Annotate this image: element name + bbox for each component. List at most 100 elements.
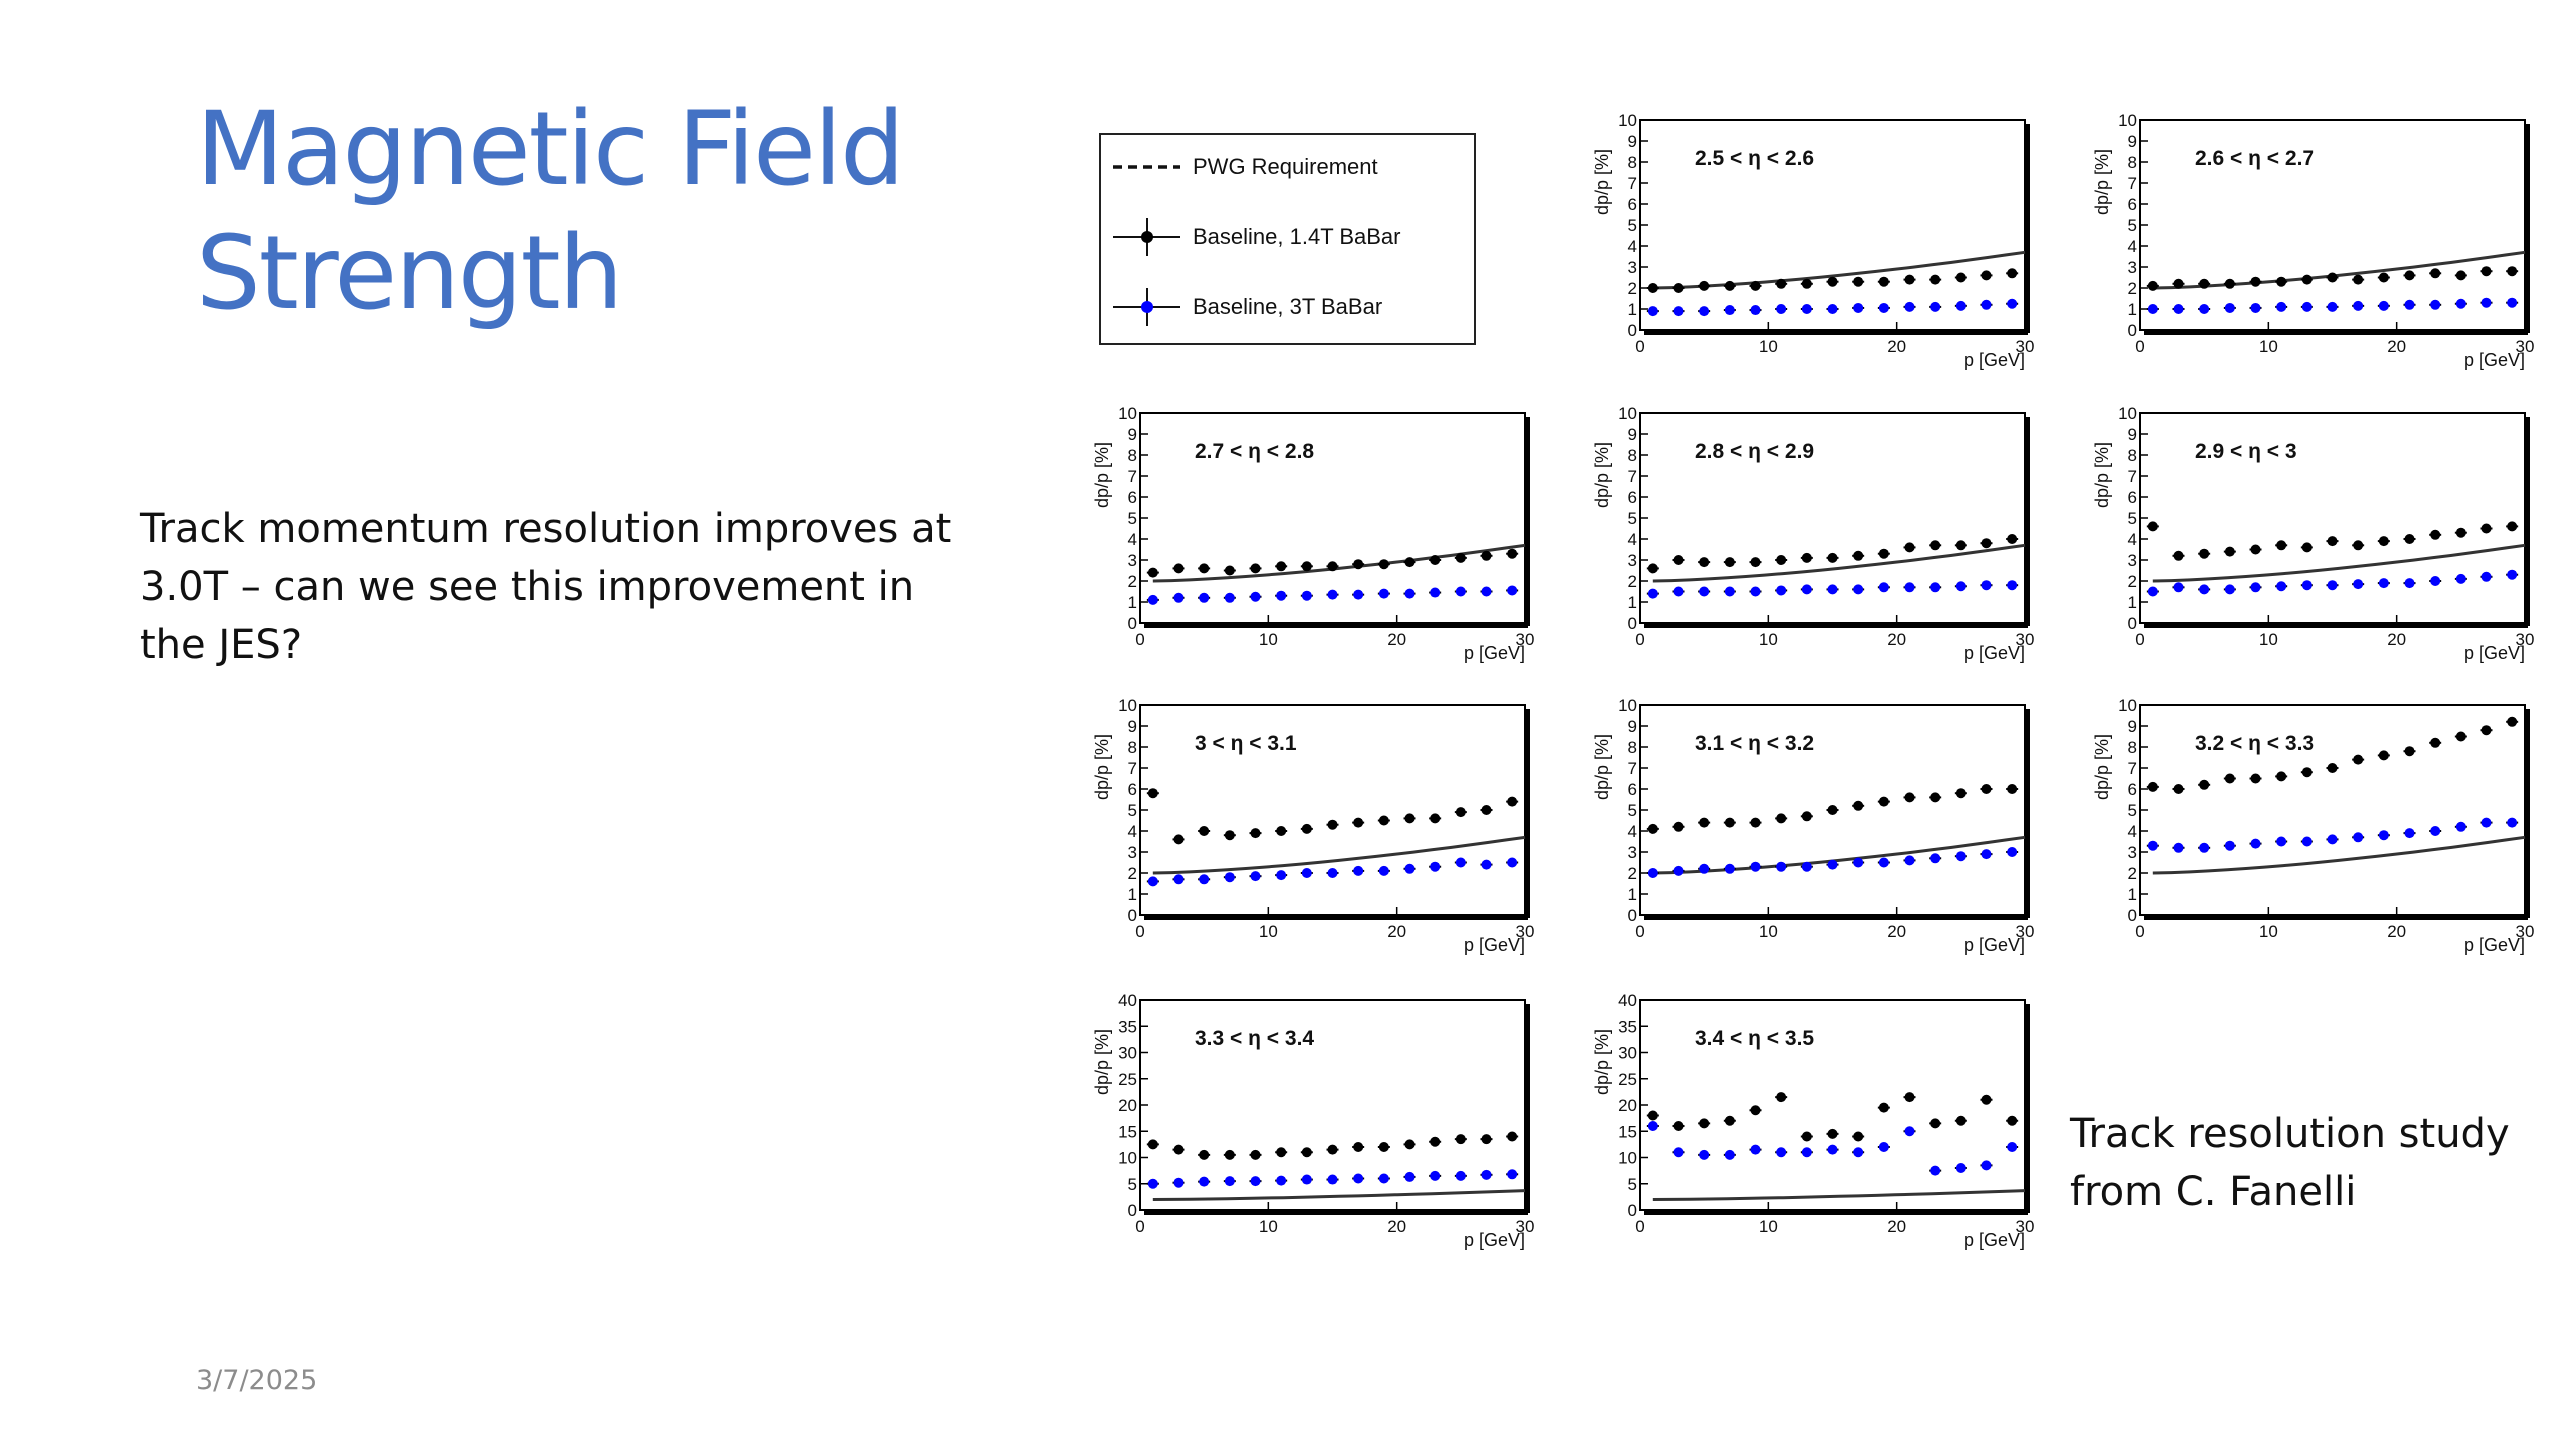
- data-point: [1955, 1163, 1966, 1173]
- data-point: [1955, 540, 1966, 551]
- data-point: [1507, 1131, 1518, 1142]
- data-point: [1301, 868, 1312, 878]
- data-point: [1507, 1169, 1518, 1180]
- y-tick-label: 5: [1628, 216, 1637, 235]
- y-tick-label: 4: [1128, 822, 1137, 841]
- y-tick-label: 3: [1628, 843, 1637, 862]
- requirement-curve: [2152, 835, 2526, 875]
- data-point: [1981, 784, 1992, 794]
- y-tick-label: 7: [1628, 174, 1637, 193]
- data-point: [1250, 1149, 1261, 1160]
- data-point: [1750, 817, 1761, 828]
- data-point: [1853, 1131, 1864, 1142]
- data-point: [1481, 1134, 1492, 1145]
- data-point: [2173, 550, 2184, 561]
- data-point: [1647, 588, 1658, 599]
- data-point: [1930, 853, 1941, 864]
- x-tick-label: 20: [1887, 922, 1906, 941]
- data-point: [1147, 594, 1158, 605]
- y-tick-label: 1: [1128, 593, 1137, 612]
- y-tick-label: 30: [1618, 1044, 1637, 1063]
- data-point: [1801, 811, 1812, 822]
- data-point: [1250, 828, 1261, 839]
- data-point: [2173, 842, 2184, 853]
- y-tick-label: 10: [1118, 1149, 1137, 1168]
- data-point: [1147, 876, 1158, 887]
- data-point: [2147, 521, 2158, 532]
- data-point: [2007, 298, 2018, 309]
- data-point: [1276, 1175, 1287, 1186]
- data-point: [1147, 567, 1158, 578]
- data-point: [1404, 557, 1415, 568]
- y-tick-label: 1: [2128, 300, 2137, 319]
- data-point: [1430, 861, 1441, 872]
- data-point: [2378, 830, 2389, 841]
- data-point: [1904, 1126, 1915, 1137]
- data-point: [2327, 536, 2338, 547]
- data-point: [1276, 1147, 1287, 1158]
- x-axis-label: p [GeV]: [2464, 935, 2525, 955]
- data-point: [1776, 813, 1787, 824]
- data-point: [2327, 763, 2338, 773]
- data-point: [1878, 582, 1889, 593]
- data-point: [1224, 592, 1235, 603]
- data-point: [1801, 552, 1812, 563]
- data-point: [1404, 588, 1415, 599]
- x-tick-label: 20: [2387, 922, 2406, 941]
- data-point: [1981, 849, 1992, 860]
- data-point: [2455, 731, 2466, 742]
- slide-title-line-1: Magnetic Field: [196, 90, 905, 209]
- data-point: [1173, 563, 1184, 574]
- legend-black-marker: [1141, 231, 1153, 243]
- panel-title: 3 < η < 3.1: [1195, 732, 1297, 755]
- y-tick-label: 9: [2128, 425, 2137, 444]
- y-tick-label: 9: [2128, 132, 2137, 151]
- data-point: [1404, 1139, 1415, 1150]
- slide-title-line-2: Strength: [196, 214, 623, 333]
- data-point: [2430, 268, 2441, 279]
- data-point: [2301, 836, 2312, 847]
- data-point: [1673, 1121, 1684, 1131]
- data-point: [2378, 536, 2389, 547]
- data-point: [2404, 746, 2415, 757]
- y-tick-label: 20: [1618, 1096, 1637, 1115]
- data-point: [2276, 771, 2287, 782]
- data-point: [1750, 1144, 1761, 1155]
- series-3T: [1646, 1121, 2019, 1176]
- data-point: [1507, 548, 1518, 559]
- chart-panel-5: 0 1 2 3 4 5 6 7 8 9 10 0 10 20 30p [GeV] dp/p [%] 2.9 < …: [2092, 404, 2534, 663]
- data-point: [2301, 274, 2312, 285]
- data-point: [2481, 523, 2492, 534]
- data-point: [1878, 276, 1889, 287]
- y-tick-label: 8: [1628, 153, 1637, 172]
- data-point: [1481, 550, 1492, 561]
- x-axis-label: p [GeV]: [1964, 643, 2025, 663]
- x-tick-label: 10: [1259, 630, 1278, 649]
- data-point: [2147, 304, 2158, 314]
- requirement-curve: [1652, 1189, 2026, 1201]
- data-point: [1904, 855, 1915, 866]
- data-point: [2430, 826, 2441, 836]
- data-point: [1276, 590, 1287, 601]
- data-point: [1507, 585, 1518, 596]
- x-tick-label: 0: [2135, 337, 2144, 356]
- series-14T: [1146, 1131, 1519, 1160]
- y-tick-label: 0: [1628, 321, 1637, 340]
- data-point: [2481, 571, 2492, 582]
- x-tick-label: 30: [1516, 1217, 1535, 1236]
- data-point: [2327, 834, 2338, 845]
- y-axis-label: dp/p [%]: [2092, 734, 2112, 800]
- x-tick-label: 20: [1387, 630, 1406, 649]
- series-3T: [2146, 569, 2519, 597]
- panel-title: 2.9 < η < 3: [2195, 440, 2297, 463]
- data-point: [1378, 1142, 1389, 1152]
- y-axis-label: dp/p [%]: [1092, 1029, 1112, 1095]
- y-axis-label: dp/p [%]: [1592, 149, 1612, 215]
- y-tick-label: 4: [1628, 530, 1637, 549]
- data-point: [1904, 1092, 1915, 1103]
- data-point: [2455, 270, 2466, 281]
- data-point: [2276, 301, 2287, 312]
- data-point: [2147, 586, 2158, 597]
- data-point: [2430, 576, 2441, 586]
